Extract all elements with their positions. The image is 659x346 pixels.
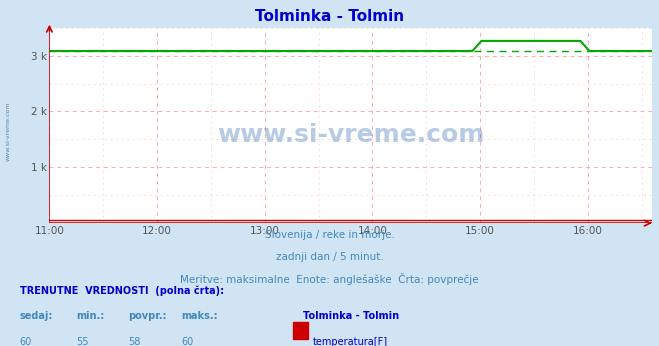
Text: www.si-vreme.com: www.si-vreme.com	[5, 102, 11, 161]
Text: povpr.:: povpr.:	[129, 311, 167, 321]
Text: Slovenija / reke in morje.: Slovenija / reke in morje.	[264, 230, 395, 240]
Text: temperatura[F]: temperatura[F]	[313, 337, 388, 346]
Text: maks.:: maks.:	[181, 311, 218, 321]
Text: TRENUTNE  VREDNOSTI  (polna črta):: TRENUTNE VREDNOSTI (polna črta):	[20, 285, 224, 296]
Text: www.si-vreme.com: www.si-vreme.com	[217, 123, 484, 147]
Text: min.:: min.:	[76, 311, 104, 321]
Text: 55: 55	[76, 337, 88, 346]
Text: Tolminka - Tolmin: Tolminka - Tolmin	[255, 9, 404, 24]
Text: zadnji dan / 5 minut.: zadnji dan / 5 minut.	[275, 252, 384, 262]
Text: 60: 60	[20, 337, 32, 346]
Text: 58: 58	[129, 337, 141, 346]
Text: 60: 60	[181, 337, 194, 346]
Text: Tolminka - Tolmin: Tolminka - Tolmin	[303, 311, 399, 321]
Text: Meritve: maksimalne  Enote: anglešaške  Črta: povprečje: Meritve: maksimalne Enote: anglešaške Čr…	[180, 273, 479, 285]
Text: sedaj:: sedaj:	[20, 311, 53, 321]
